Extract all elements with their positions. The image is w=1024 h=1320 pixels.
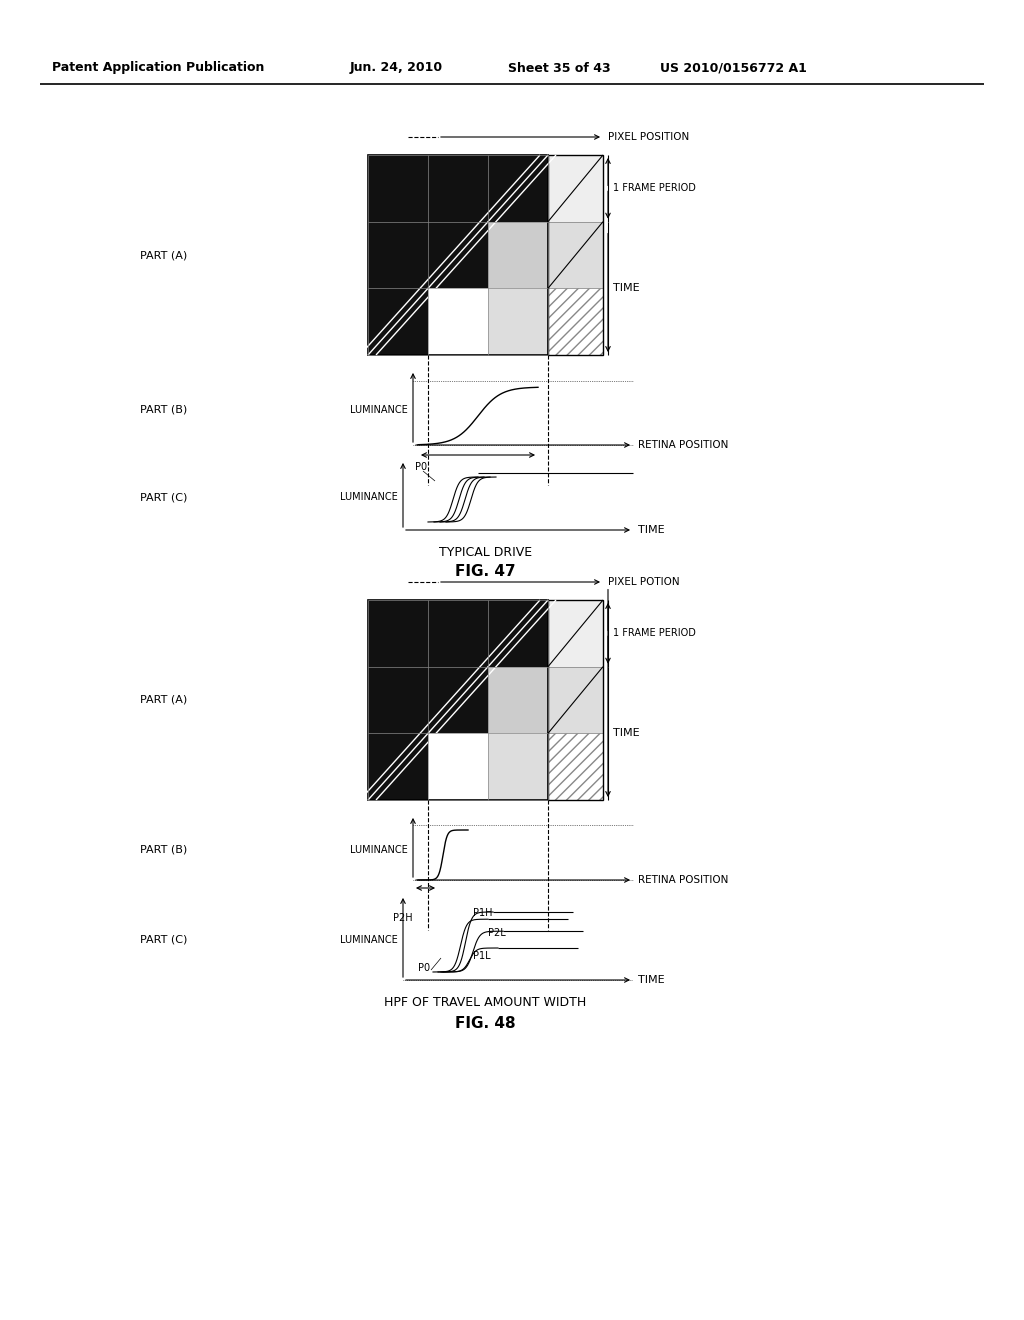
Text: PART (A): PART (A) <box>140 696 187 705</box>
Text: Jun. 24, 2010: Jun. 24, 2010 <box>350 62 443 74</box>
Text: TIME: TIME <box>638 525 665 535</box>
Text: US 2010/0156772 A1: US 2010/0156772 A1 <box>660 62 807 74</box>
Text: PART (C): PART (C) <box>140 935 187 945</box>
Text: P2H: P2H <box>393 913 413 923</box>
Text: TIME: TIME <box>638 975 665 985</box>
Text: P0: P0 <box>418 964 430 973</box>
Text: P1H: P1H <box>473 908 493 917</box>
Text: LUMINANCE: LUMINANCE <box>340 935 398 945</box>
Bar <box>428 667 488 734</box>
Bar <box>548 601 603 667</box>
Bar <box>428 601 488 667</box>
Text: PIXEL POSITION: PIXEL POSITION <box>608 132 689 143</box>
Text: Sheet 35 of 43: Sheet 35 of 43 <box>508 62 610 74</box>
Text: FIG. 47: FIG. 47 <box>456 565 516 579</box>
Text: RETINA POSITION: RETINA POSITION <box>638 875 728 884</box>
Bar <box>548 222 603 288</box>
Bar <box>488 288 548 355</box>
Bar <box>368 601 428 667</box>
Text: PART (B): PART (B) <box>140 845 187 855</box>
Bar <box>368 734 428 800</box>
Text: LUMINANCE: LUMINANCE <box>350 845 408 855</box>
Text: 1 FRAME PERIOD: 1 FRAME PERIOD <box>613 628 696 639</box>
Text: RETINA POSITION: RETINA POSITION <box>638 440 728 450</box>
Text: TIME: TIME <box>613 284 640 293</box>
Text: P0: P0 <box>415 462 427 473</box>
Text: Patent Application Publication: Patent Application Publication <box>52 62 264 74</box>
Bar <box>488 601 548 667</box>
Text: PART (A): PART (A) <box>140 249 187 260</box>
Bar <box>548 601 603 800</box>
Text: PART (B): PART (B) <box>140 405 187 414</box>
Bar <box>548 154 603 222</box>
Bar <box>488 734 548 800</box>
Bar <box>548 667 603 734</box>
Bar <box>428 154 488 222</box>
Bar <box>488 222 548 288</box>
Text: LUMINANCE: LUMINANCE <box>350 405 408 414</box>
Bar <box>428 288 488 355</box>
Bar <box>548 154 603 355</box>
Text: FIG. 48: FIG. 48 <box>456 1016 516 1031</box>
Text: HPF OF TRAVEL AMOUNT WIDTH: HPF OF TRAVEL AMOUNT WIDTH <box>384 995 587 1008</box>
Bar <box>368 288 428 355</box>
Bar <box>428 222 488 288</box>
Bar <box>548 734 603 800</box>
Bar <box>548 288 603 355</box>
Bar <box>368 601 548 800</box>
Bar <box>428 734 488 800</box>
Bar <box>488 667 548 734</box>
Bar <box>368 667 428 734</box>
Text: LUMINANCE: LUMINANCE <box>340 492 398 503</box>
Text: TYPICAL DRIVE: TYPICAL DRIVE <box>439 545 532 558</box>
Text: 1 FRAME PERIOD: 1 FRAME PERIOD <box>613 183 696 193</box>
Bar <box>368 154 428 222</box>
Bar <box>368 222 428 288</box>
Bar <box>488 154 548 222</box>
Text: PART (C): PART (C) <box>140 492 187 503</box>
Bar <box>368 154 548 355</box>
Text: TIME: TIME <box>613 729 640 738</box>
Text: PIXEL POTION: PIXEL POTION <box>608 577 680 587</box>
Text: P1L: P1L <box>473 950 490 961</box>
Text: P2L: P2L <box>488 928 506 939</box>
